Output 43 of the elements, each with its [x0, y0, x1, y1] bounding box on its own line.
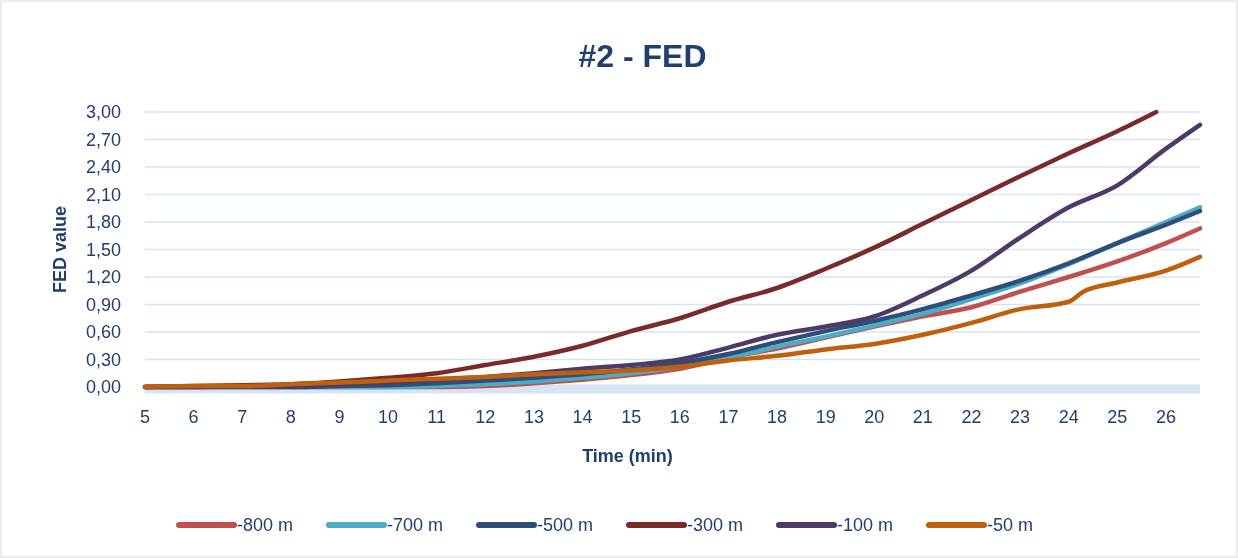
- y-axis-title: FED value: [50, 205, 70, 294]
- x-tick-label: 21: [912, 407, 933, 427]
- y-tick-label: 0,30: [85, 349, 121, 370]
- x-tick-label: 25: [1107, 407, 1128, 427]
- legend-label: -800 m: [237, 515, 294, 536]
- x-tick-label: 16: [669, 407, 690, 427]
- x-axis-title: Time (min): [582, 446, 673, 466]
- x-tick-label: 15: [621, 407, 642, 427]
- legend-label: -100 m: [837, 515, 894, 536]
- x-tick-label: 20: [864, 407, 885, 427]
- x-tick-label: 13: [523, 407, 544, 427]
- y-tick-label: 0,90: [85, 294, 121, 315]
- x-tick-label: 7: [237, 407, 248, 427]
- y-tick-label: 0,00: [85, 377, 121, 398]
- legend-label: -500 m: [537, 515, 594, 536]
- x-tick-label: 19: [815, 407, 836, 427]
- x-tick-label: 18: [767, 407, 788, 427]
- y-tick-label: 2,40: [85, 157, 121, 178]
- x-tick-label: 12: [475, 407, 496, 427]
- legend-label: -300 m: [687, 515, 744, 536]
- legend-label: -50 m: [987, 515, 1034, 536]
- chart-title: #2 - FED: [578, 38, 707, 74]
- y-tick-label: 2,10: [85, 184, 121, 205]
- x-tick-label: 24: [1058, 407, 1079, 427]
- x-tick-label: 23: [1010, 407, 1031, 427]
- x-tick-label: 11: [427, 407, 447, 427]
- x-tick-label: 26: [1155, 407, 1176, 427]
- x-tick-label: 10: [378, 407, 399, 427]
- x-tick-label: 5: [139, 407, 151, 427]
- x-tick-label: 6: [188, 407, 199, 427]
- y-tick-label: 1,50: [85, 239, 121, 260]
- y-tick-label: 2,70: [85, 129, 121, 150]
- y-tick-label: 0,60: [85, 322, 121, 343]
- x-tick-label: 22: [961, 407, 982, 427]
- x-tick-label: 17: [718, 407, 739, 427]
- y-tick-label: 3,00: [85, 102, 121, 123]
- y-tick-label: 1,80: [85, 212, 121, 233]
- legend-label: -700 m: [387, 515, 444, 536]
- y-tick-label: 1,20: [85, 267, 121, 288]
- x-tick-label: 14: [572, 407, 593, 427]
- line-series: [142, 254, 1203, 390]
- x-tick-label: 8: [285, 407, 296, 427]
- x-tick-label: 9: [334, 407, 345, 427]
